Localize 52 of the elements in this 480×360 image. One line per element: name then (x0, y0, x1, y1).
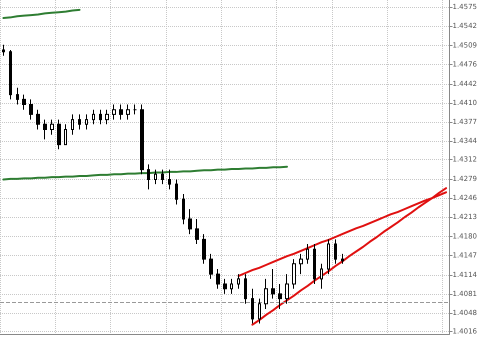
candlestick (306, 243, 309, 264)
candlestick (299, 253, 303, 275)
candlestick (133, 104, 137, 115)
candlestick (237, 274, 240, 290)
candlestick (334, 238, 337, 264)
candlestick (285, 274, 289, 304)
candlestick (230, 278, 233, 294)
candlestick (313, 243, 316, 285)
candlestick (140, 104, 144, 175)
candlestick (271, 268, 275, 300)
candlestick (50, 119, 54, 136)
candlestick (119, 104, 123, 120)
candlestick (2, 44, 5, 56)
candlestick (182, 194, 185, 225)
candlestick (85, 114, 88, 130)
candlestick (320, 263, 323, 290)
candlestick (278, 284, 282, 310)
candlestick (43, 119, 47, 140)
candlestick (29, 98, 33, 120)
candlestick (126, 104, 130, 120)
candlestick (195, 218, 199, 244)
candlestick (216, 268, 220, 290)
candlestick (92, 109, 95, 125)
candlestick (71, 114, 74, 136)
candlestick (99, 109, 102, 125)
candlestick (327, 238, 330, 275)
candlestick (258, 298, 261, 324)
candlestick (292, 258, 296, 290)
candlestick (202, 234, 206, 264)
candlestick (78, 114, 81, 130)
candlestick (244, 274, 247, 304)
candlestick (341, 253, 344, 264)
candlestick (64, 124, 67, 146)
line-series (2, 8, 81, 20)
candlestick (112, 104, 116, 120)
candlestick (16, 87, 19, 106)
candlestick (251, 288, 254, 324)
candlestick (105, 109, 109, 125)
candlestick (22, 94, 26, 110)
candlestick (57, 119, 61, 150)
candlestick (209, 253, 213, 280)
candlestick (168, 169, 171, 190)
candlestick (9, 49, 12, 100)
candlestick (188, 208, 192, 235)
candlestick (175, 178, 178, 205)
line-series (2, 166, 288, 180)
candlestick (161, 169, 164, 185)
candlestick (264, 278, 268, 310)
candlestick (36, 109, 40, 130)
candlestick (147, 164, 150, 190)
candlestick (223, 278, 227, 294)
candlestick (154, 169, 157, 185)
